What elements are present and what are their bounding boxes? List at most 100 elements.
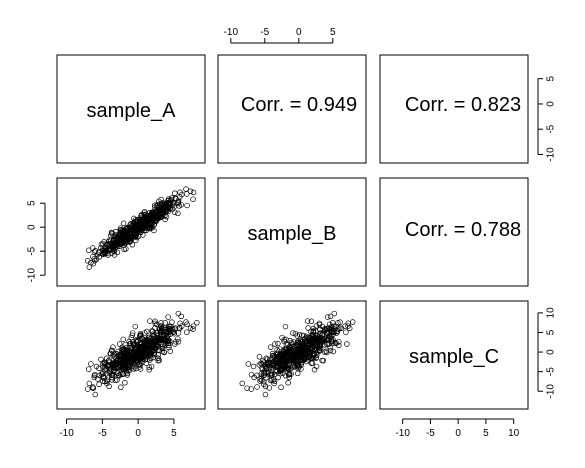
axis-tick-label: 5 (171, 428, 177, 439)
data-point (158, 320, 164, 326)
data-point (96, 254, 103, 260)
data-point (143, 344, 150, 351)
data-point (254, 372, 260, 379)
data-point (315, 344, 321, 351)
data-point (112, 377, 119, 384)
data-point (172, 209, 178, 216)
data-point (285, 372, 292, 378)
data-point (296, 350, 302, 357)
data-point (116, 372, 122, 378)
data-point (108, 229, 115, 236)
data-point (98, 241, 105, 248)
data-point (257, 378, 263, 384)
data-point (125, 362, 131, 369)
data-point (137, 332, 144, 339)
data-point (120, 347, 127, 354)
data-point (149, 344, 156, 351)
data-point (109, 361, 116, 368)
data-point (175, 210, 181, 217)
data-point (119, 240, 125, 246)
data-point (248, 386, 254, 392)
panel-A-A (56, 54, 206, 164)
data-point (151, 341, 157, 347)
data-point (268, 372, 275, 379)
data-point (172, 339, 179, 345)
data-point (164, 206, 170, 213)
data-point (143, 220, 150, 226)
data-point (305, 345, 312, 351)
data-point (134, 336, 140, 343)
data-point (239, 380, 246, 387)
data-point (261, 372, 268, 378)
axis-tick-label: -5 (27, 246, 38, 255)
data-point (114, 356, 121, 363)
data-point (314, 352, 320, 358)
data-point (110, 344, 116, 350)
axis-tick-label: 0 (546, 349, 557, 355)
data-point (155, 344, 162, 350)
data-point (299, 341, 305, 347)
data-point (305, 325, 311, 331)
data-point (159, 348, 166, 355)
data-point (139, 354, 145, 361)
data-point (169, 195, 175, 201)
data-point (263, 366, 269, 372)
data-point (132, 221, 138, 227)
data-point (91, 255, 97, 262)
data-point (131, 233, 138, 240)
data-point (122, 380, 128, 386)
panel-A-B (217, 54, 367, 164)
data-point (278, 362, 285, 369)
data-point (130, 366, 137, 372)
corr-label-a-b: Corr. = 0.949 (241, 94, 357, 116)
data-point (272, 341, 278, 347)
data-point (312, 333, 319, 339)
data-point (310, 328, 317, 334)
data-point (146, 221, 153, 228)
data-point (349, 319, 356, 325)
data-point (175, 330, 182, 336)
data-point (118, 230, 124, 237)
corr-label-a-c: Corr. = 0.823 (405, 94, 521, 116)
data-point (321, 335, 327, 342)
data-point (159, 214, 165, 220)
data-point (248, 371, 255, 378)
axis-tick-label: 0 (27, 224, 38, 230)
data-point (161, 206, 168, 213)
data-point (278, 366, 284, 372)
data-point (311, 334, 317, 341)
data-point (300, 332, 307, 339)
data-point (279, 334, 285, 341)
data-point (187, 188, 194, 195)
axis-tick-label: -10 (59, 428, 74, 439)
data-point (274, 347, 280, 353)
data-point (293, 350, 300, 356)
data-point (138, 229, 144, 235)
data-point (190, 326, 196, 332)
data-point (101, 374, 107, 381)
data-point (144, 328, 150, 335)
data-point (141, 224, 148, 231)
axis-tick-label: -5 (260, 27, 269, 38)
data-point (271, 371, 278, 377)
data-point (314, 344, 321, 350)
axis-tick-label: 5 (546, 329, 557, 335)
panel-C-A (56, 300, 206, 410)
data-point (109, 242, 116, 248)
data-point (107, 350, 113, 357)
data-point (330, 348, 337, 355)
data-point (309, 355, 316, 362)
data-point (146, 224, 153, 231)
data-point (120, 370, 126, 377)
axis-tick-label: 0 (296, 27, 302, 38)
data-point (285, 380, 291, 386)
data-point (256, 354, 263, 360)
data-point (295, 361, 301, 367)
axis-tick-label: 10 (546, 307, 557, 319)
data-point (316, 320, 323, 327)
data-point (172, 190, 178, 197)
data-point (304, 341, 310, 347)
data-point (331, 310, 338, 317)
data-point (286, 351, 293, 357)
data-point (155, 357, 161, 364)
